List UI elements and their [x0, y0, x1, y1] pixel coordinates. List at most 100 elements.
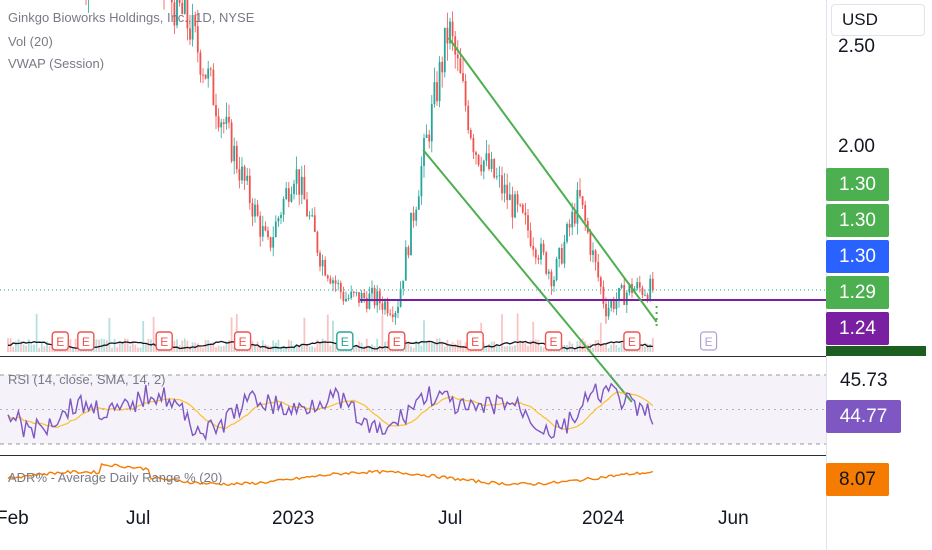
volume-bar [329, 345, 332, 352]
pane-separator-rsi[interactable] [0, 356, 932, 357]
candle-body [495, 176, 498, 178]
volume-bar [519, 340, 522, 352]
volume-bar [592, 347, 594, 352]
volume-bar [386, 340, 389, 352]
earnings-marker [77, 331, 95, 351]
candle-body [490, 159, 493, 169]
volume-bar [441, 341, 444, 352]
volume-bar [72, 347, 74, 352]
volume-bar [293, 347, 295, 352]
candle-body [308, 215, 311, 217]
volume-bar [316, 339, 319, 352]
volume-bar [527, 346, 529, 352]
candle-body [230, 122, 233, 162]
candle-body [417, 196, 420, 210]
volume-bar [277, 339, 280, 352]
volume-bar [610, 344, 613, 352]
earnings-marker-label: E [628, 335, 636, 349]
candle-body [446, 27, 449, 44]
candle-body [636, 282, 639, 289]
volume-bar [27, 339, 30, 352]
volume-bar [334, 343, 337, 352]
volume-bar [319, 342, 321, 352]
candle-body [547, 271, 550, 274]
candle-body [550, 271, 553, 287]
volume-bar [285, 347, 288, 352]
candle-body [264, 226, 267, 231]
volume-bar [220, 346, 223, 352]
candle-body [625, 292, 628, 305]
volume-bar [306, 345, 308, 352]
volume-bar [311, 346, 314, 352]
candle-body [256, 204, 259, 216]
candle-body [360, 292, 363, 303]
candle-body [313, 215, 316, 232]
volume-bar [225, 341, 228, 352]
axis-divider [826, 0, 827, 550]
earnings-marker-future [699, 331, 718, 351]
volume-bar [95, 339, 98, 352]
volume-bar [599, 322, 602, 352]
volume-bar [74, 338, 77, 352]
earnings-marker [466, 331, 484, 351]
candle-body [274, 221, 277, 238]
volume-bar [537, 339, 540, 352]
candle-body [449, 21, 451, 44]
volume-bar [532, 321, 535, 352]
candle-body [269, 237, 272, 248]
candle-body [623, 285, 626, 305]
volume-bar [589, 343, 592, 352]
candle-body [202, 74, 204, 76]
candle-body [199, 52, 202, 75]
volume-bar [352, 346, 355, 352]
volume-bar [142, 320, 145, 352]
vwap-legend: VWAP (Session) [8, 56, 105, 71]
candle-body [524, 212, 527, 216]
candle-body [558, 248, 561, 260]
volume-bar [651, 338, 654, 352]
candle-body [285, 188, 288, 199]
pane-separator-adr[interactable] [0, 455, 932, 456]
volume-bar [407, 341, 410, 352]
candle-body [459, 58, 462, 74]
volume-bar [113, 338, 116, 352]
volume-bar [280, 346, 282, 352]
volume-bar [46, 341, 48, 352]
rsi-ma-line [7, 391, 654, 431]
volume-bar [176, 339, 178, 352]
earnings-marker [51, 331, 69, 351]
candle-body [347, 298, 350, 300]
candle-body [306, 199, 308, 217]
candle-body [521, 204, 524, 213]
price-axis[interactable] [826, 0, 932, 550]
candle-body [618, 288, 620, 301]
volume-bar [212, 342, 215, 352]
candle-body [181, 2, 184, 14]
volume-bar [137, 347, 139, 352]
candle-body [233, 145, 236, 162]
candle-body [501, 175, 503, 194]
candle-body [527, 215, 529, 231]
currency-selector[interactable]: USD [831, 4, 925, 36]
candle-body [259, 215, 262, 237]
chart-title: Ginkgo Bioworks Holdings, Inc., 1D, NYSE [8, 10, 255, 25]
price-badge-2: 1.30 [826, 204, 889, 237]
volume-bar [597, 339, 600, 352]
candle-body [293, 183, 295, 195]
volume-bar [217, 345, 220, 352]
candle-body [280, 214, 282, 219]
volume-bar [134, 344, 137, 352]
volume-bar [332, 320, 334, 352]
candle-body [579, 189, 581, 197]
candle-body [605, 303, 607, 317]
candle-body [428, 134, 431, 142]
candle-body [207, 68, 210, 79]
volume-bar [48, 346, 51, 352]
candle-body [443, 27, 446, 73]
volume-bar [181, 340, 184, 352]
candle-body [649, 278, 652, 301]
volume-bar [189, 345, 191, 352]
volume-bar [199, 347, 202, 352]
